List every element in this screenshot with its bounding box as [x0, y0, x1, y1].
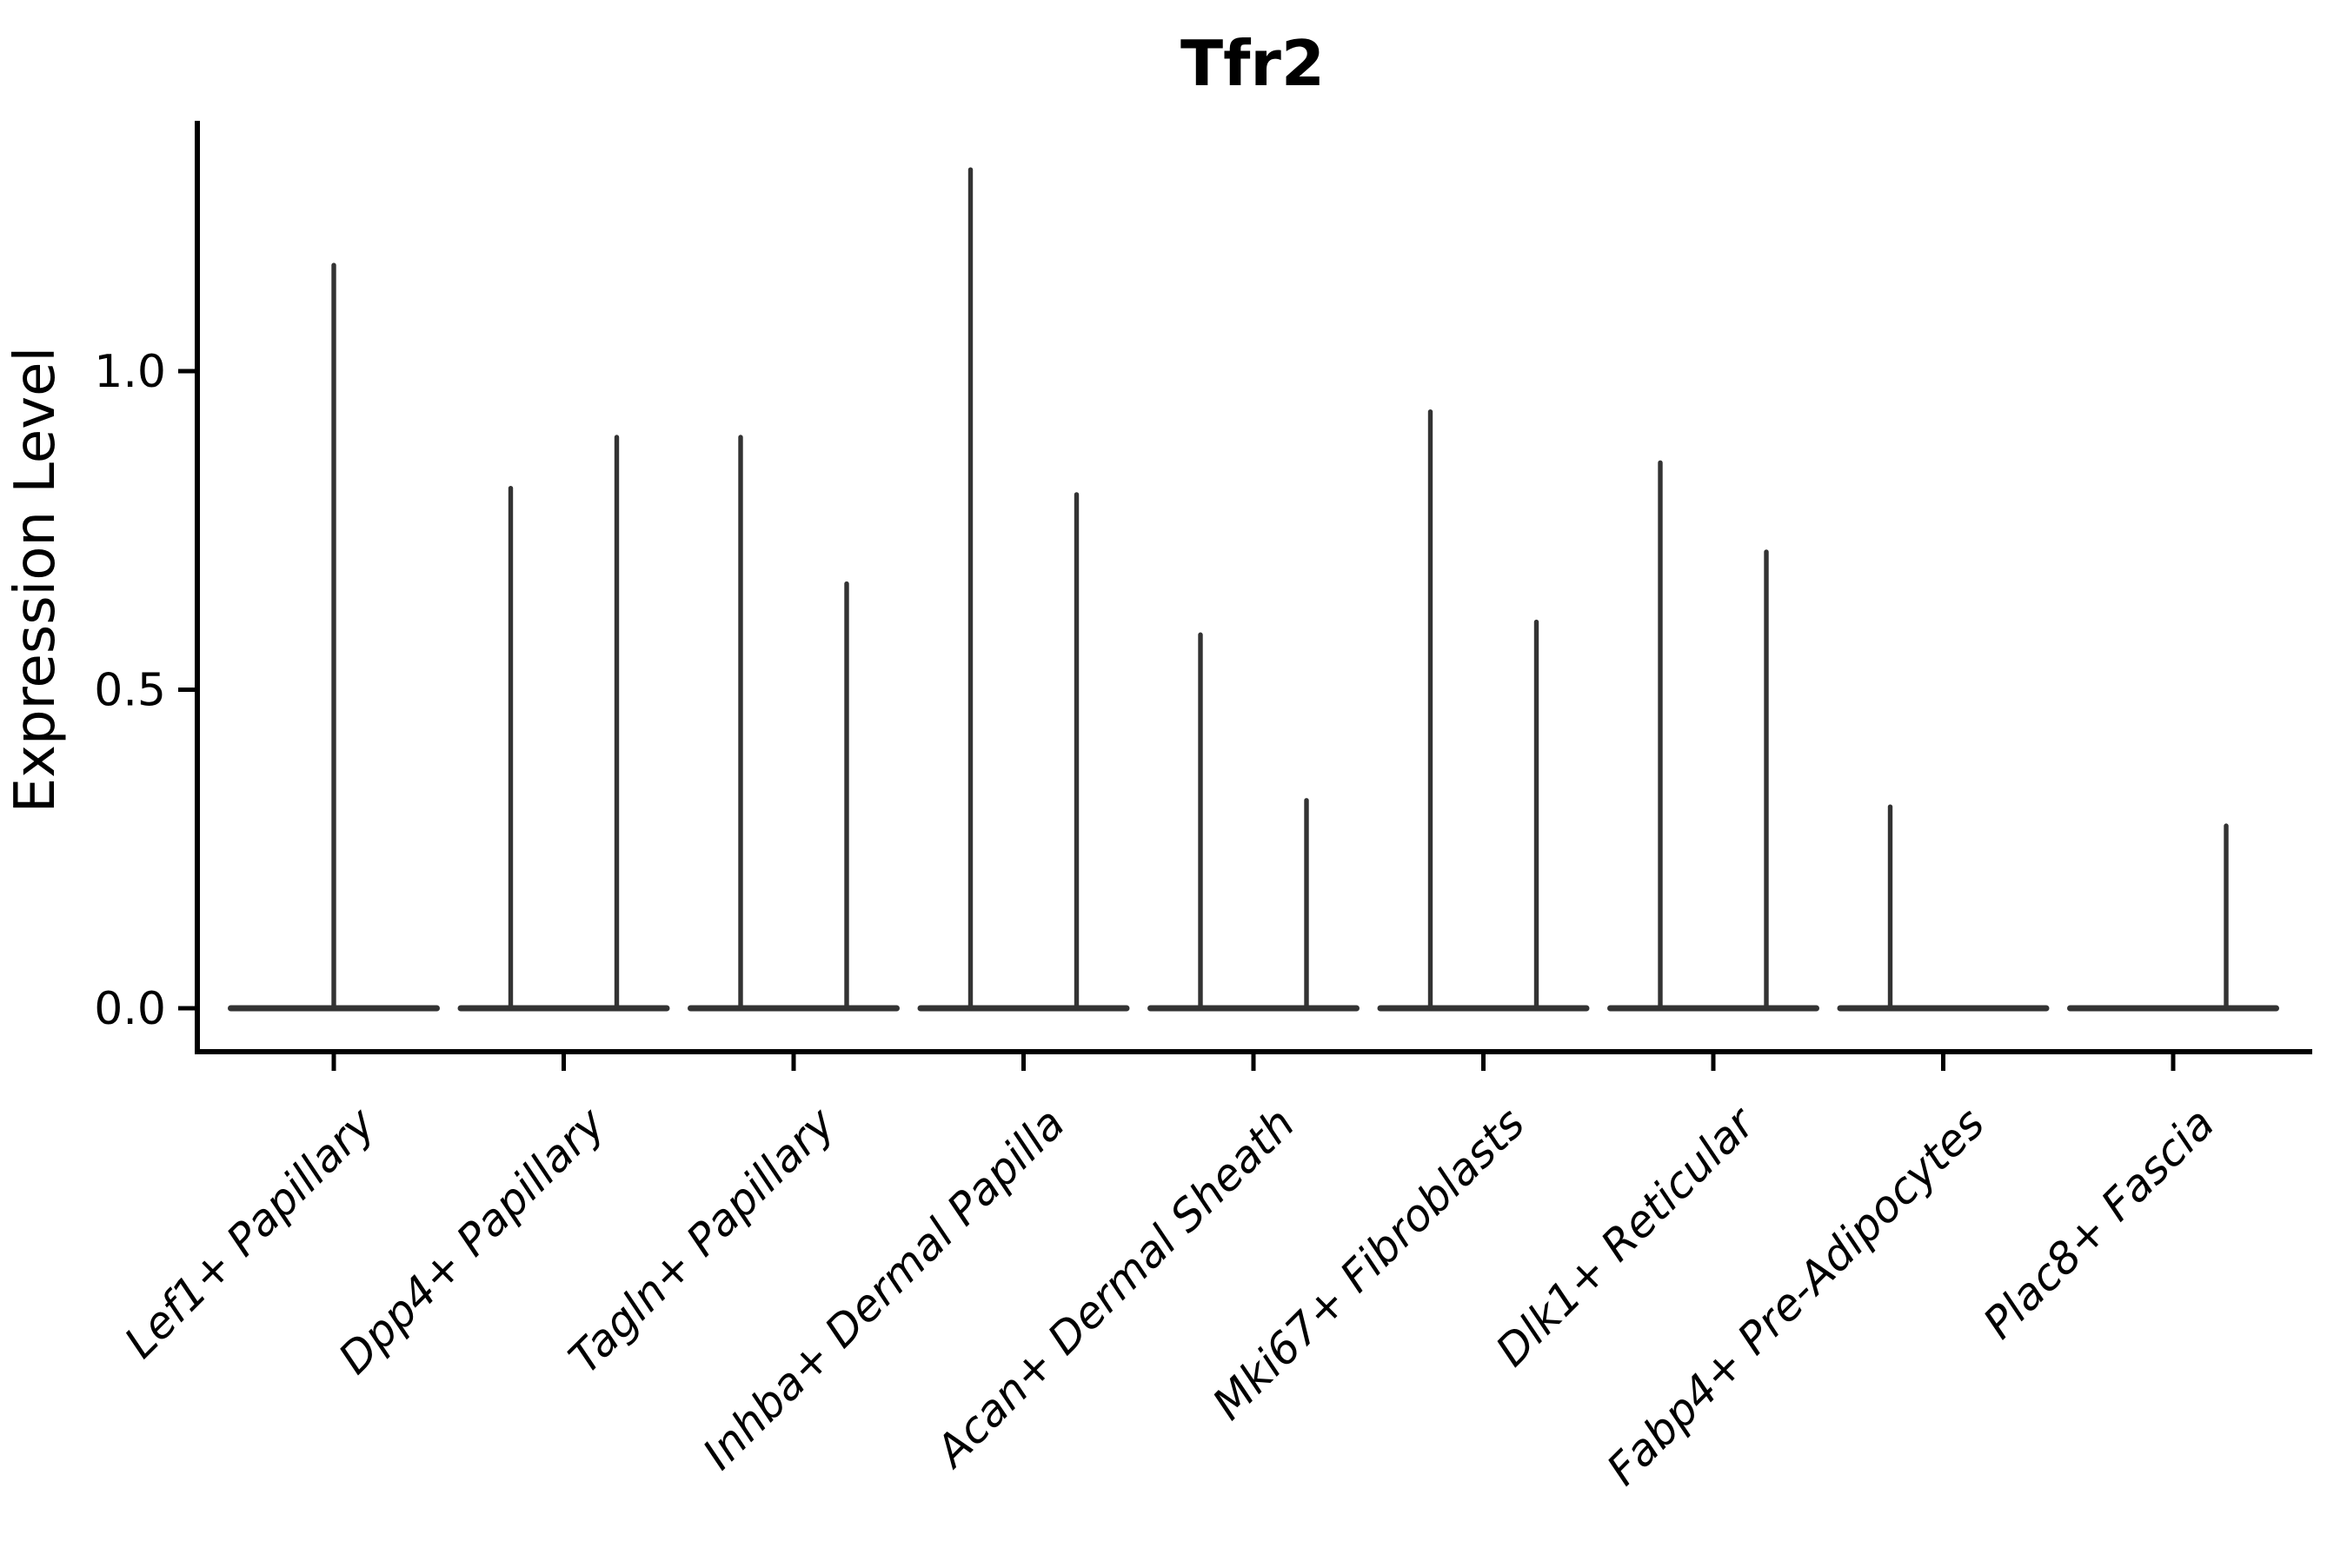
violins: [228, 167, 2279, 1012]
violin-spike: [1198, 632, 1203, 1011]
y-tick-label: 0.5: [94, 665, 166, 717]
violin: [1377, 409, 1590, 1012]
violin-spike: [1427, 409, 1433, 1012]
y-tick-label: 0.0: [94, 983, 166, 1035]
violin: [2067, 823, 2279, 1012]
y-axis-ticks: 0.0 0.5 1.0: [94, 346, 197, 1035]
x-tick-label: Plac8+ Fascia: [1974, 1098, 2224, 1348]
x-tick-label: Inhba+ Dermal Papilla: [694, 1098, 1074, 1478]
violin-base: [1147, 1005, 1360, 1012]
violin-base: [1837, 1005, 2050, 1012]
violin-spike: [614, 435, 620, 1011]
violin-base: [2067, 1005, 2279, 1012]
violin-spike: [844, 581, 849, 1011]
violin-base: [457, 1005, 670, 1012]
violin-spike: [2224, 823, 2229, 1011]
violin: [228, 262, 440, 1012]
violin-base: [688, 1005, 900, 1012]
violin: [1147, 632, 1360, 1012]
violin-spike: [1304, 798, 1309, 1011]
x-tick-label: Fabp4+ Pre-Adipocytes: [1597, 1098, 1994, 1495]
chart-title: Tfr2: [1180, 27, 1325, 100]
y-tick-label: 1.0: [94, 346, 166, 398]
violin: [1607, 460, 1819, 1012]
violin-spike: [508, 485, 514, 1011]
y-axis-title: Expression Level: [3, 347, 68, 814]
violin-spike: [331, 262, 336, 1011]
violin-spike: [1887, 804, 1893, 1011]
violin-spike: [738, 435, 743, 1011]
violin-base: [917, 1005, 1130, 1012]
violin-spike: [967, 167, 974, 1011]
violin: [917, 167, 1130, 1012]
violin: [688, 435, 900, 1012]
violin: [1837, 804, 2050, 1012]
x-tick-label: Lef1+ Papillary: [115, 1097, 385, 1367]
violin-base: [1607, 1005, 1819, 1012]
violin-base: [1377, 1005, 1590, 1012]
violin-spike: [1533, 619, 1539, 1011]
violin-spike: [1074, 492, 1080, 1011]
violin-spike: [1764, 549, 1769, 1011]
violin: [457, 435, 670, 1012]
violin-spike: [1658, 460, 1663, 1011]
